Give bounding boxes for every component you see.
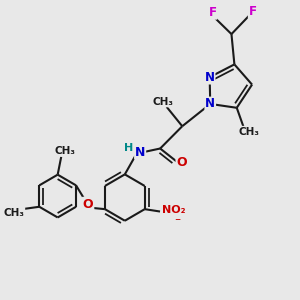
Text: ⁻: ⁻ — [174, 216, 180, 229]
Text: F: F — [208, 6, 217, 19]
Text: H: H — [124, 142, 133, 153]
Text: CH₃: CH₃ — [153, 97, 174, 106]
Text: CH₃: CH₃ — [239, 127, 260, 136]
Text: O: O — [176, 156, 187, 169]
Text: N: N — [205, 71, 215, 84]
Text: O: O — [83, 198, 94, 211]
Text: N: N — [205, 98, 215, 110]
Text: CH₃: CH₃ — [4, 208, 25, 218]
Text: NO₂: NO₂ — [161, 205, 185, 215]
Text: N: N — [135, 146, 145, 159]
Text: CH₃: CH₃ — [54, 146, 75, 156]
Text: F: F — [249, 5, 257, 18]
